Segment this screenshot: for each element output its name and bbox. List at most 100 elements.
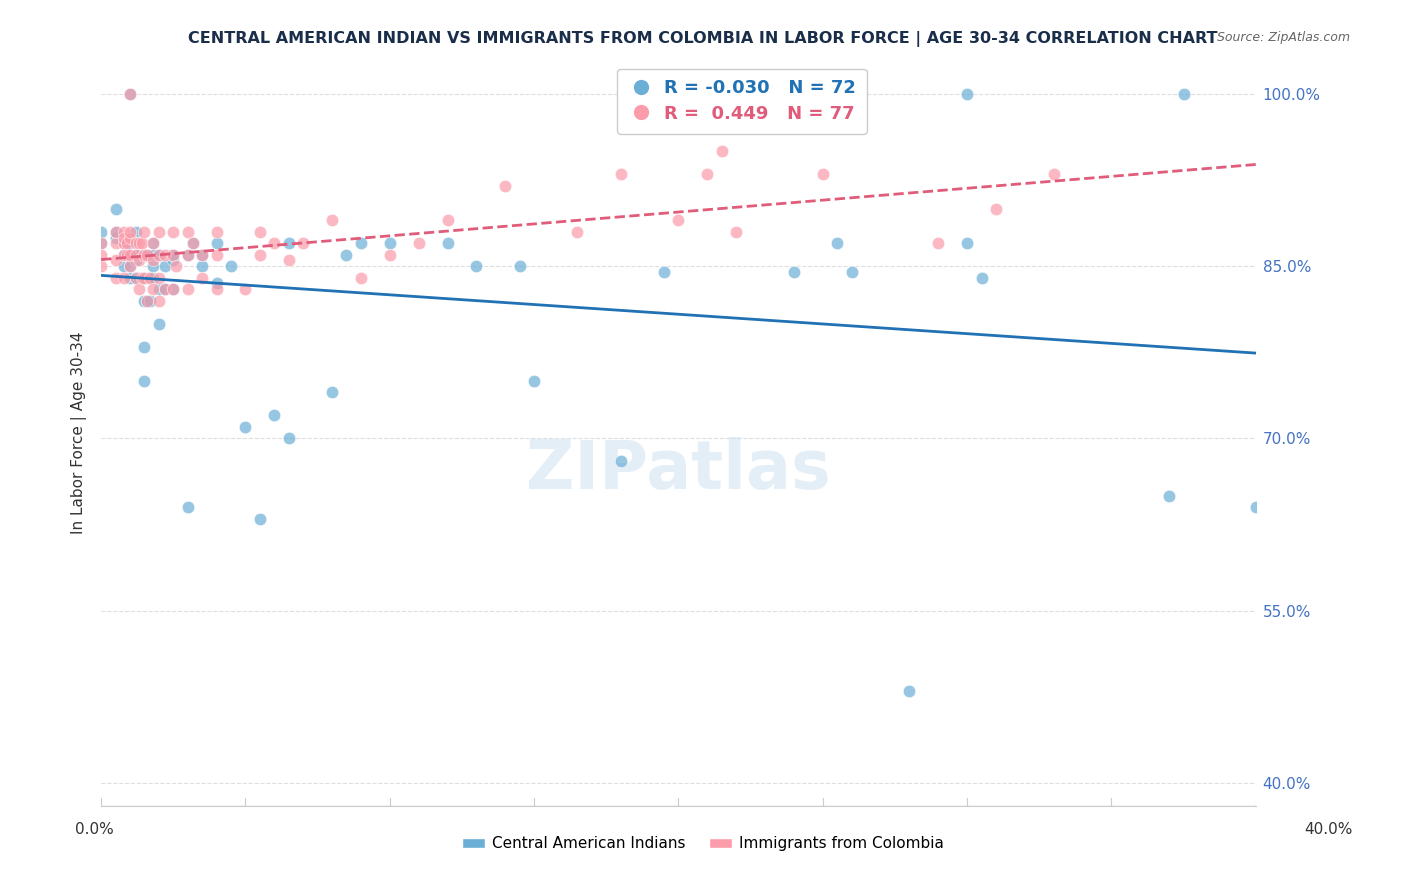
Point [128,253,150,268]
Point [956,236,979,251]
Point [148,282,170,296]
Text: 0.0%: 0.0% [75,822,114,837]
Point [984,202,1007,216]
Legend: Central American Indians, Immigrants from Colombia: Central American Indians, Immigrants fro… [456,830,950,857]
Point [609,167,631,181]
Point [162,225,184,239]
Point [112,270,135,285]
Point [134,270,156,285]
Point [263,236,285,251]
Point [162,248,184,262]
Point [139,270,162,285]
Point [205,282,228,296]
Point [142,270,165,285]
Point [292,236,315,251]
Point [153,282,176,296]
Point [104,225,127,239]
Point [509,259,531,273]
Text: 40.0%: 40.0% [1305,822,1353,837]
Point [115,236,138,251]
Point [118,230,141,244]
Point [183,236,205,251]
Point [219,259,242,273]
Point [191,248,214,262]
Point [90,259,112,273]
Point [177,500,200,515]
Point [128,270,150,285]
Point [118,87,141,101]
Point [567,225,589,239]
Point [128,282,150,296]
Point [205,225,228,239]
Point [205,248,228,262]
Point [90,236,112,251]
Point [131,236,153,251]
Point [898,684,921,698]
Point [90,225,112,239]
Point [841,265,863,279]
Point [177,248,200,262]
Point [205,277,228,291]
Point [191,248,214,262]
Point [783,265,806,279]
Point [609,454,631,468]
Point [118,259,141,273]
Point [165,259,187,273]
Point [378,236,401,251]
Point [134,374,156,388]
Point [235,282,257,296]
Point [825,236,848,251]
Point [263,409,285,423]
Point [277,431,299,445]
Point [136,293,159,308]
Point [142,236,165,251]
Point [118,270,141,285]
Point [118,87,141,101]
Point [235,420,257,434]
Point [142,248,165,262]
Point [436,236,458,251]
Point [436,213,458,227]
Point [277,236,299,251]
Point [927,236,949,251]
Point [177,282,200,296]
Point [118,236,141,251]
Point [1244,500,1267,515]
Point [153,248,176,262]
Point [139,270,162,285]
Point [183,236,205,251]
Point [249,512,271,526]
Point [162,253,184,268]
Point [191,259,214,273]
Point [142,236,165,251]
Point [378,248,401,262]
Point [125,270,148,285]
Point [125,270,148,285]
Point [142,282,165,296]
Point [321,385,343,400]
Point [696,167,718,181]
Point [162,248,184,262]
Point [142,253,165,268]
Point [134,339,156,353]
Point [725,225,748,239]
Point [153,282,176,296]
Point [162,282,184,296]
Point [104,270,127,285]
Point [710,145,733,159]
Point [148,317,170,331]
Point [350,270,373,285]
Point [335,248,357,262]
Point [148,293,170,308]
Point [148,248,170,262]
Point [90,236,112,251]
Point [112,225,135,239]
Point [494,178,516,193]
Text: Source: ZipAtlas.com: Source: ZipAtlas.com [1216,31,1350,45]
Point [465,259,488,273]
Point [134,248,156,262]
Point [112,259,135,273]
Point [970,270,993,285]
Point [125,248,148,262]
Point [125,236,148,251]
